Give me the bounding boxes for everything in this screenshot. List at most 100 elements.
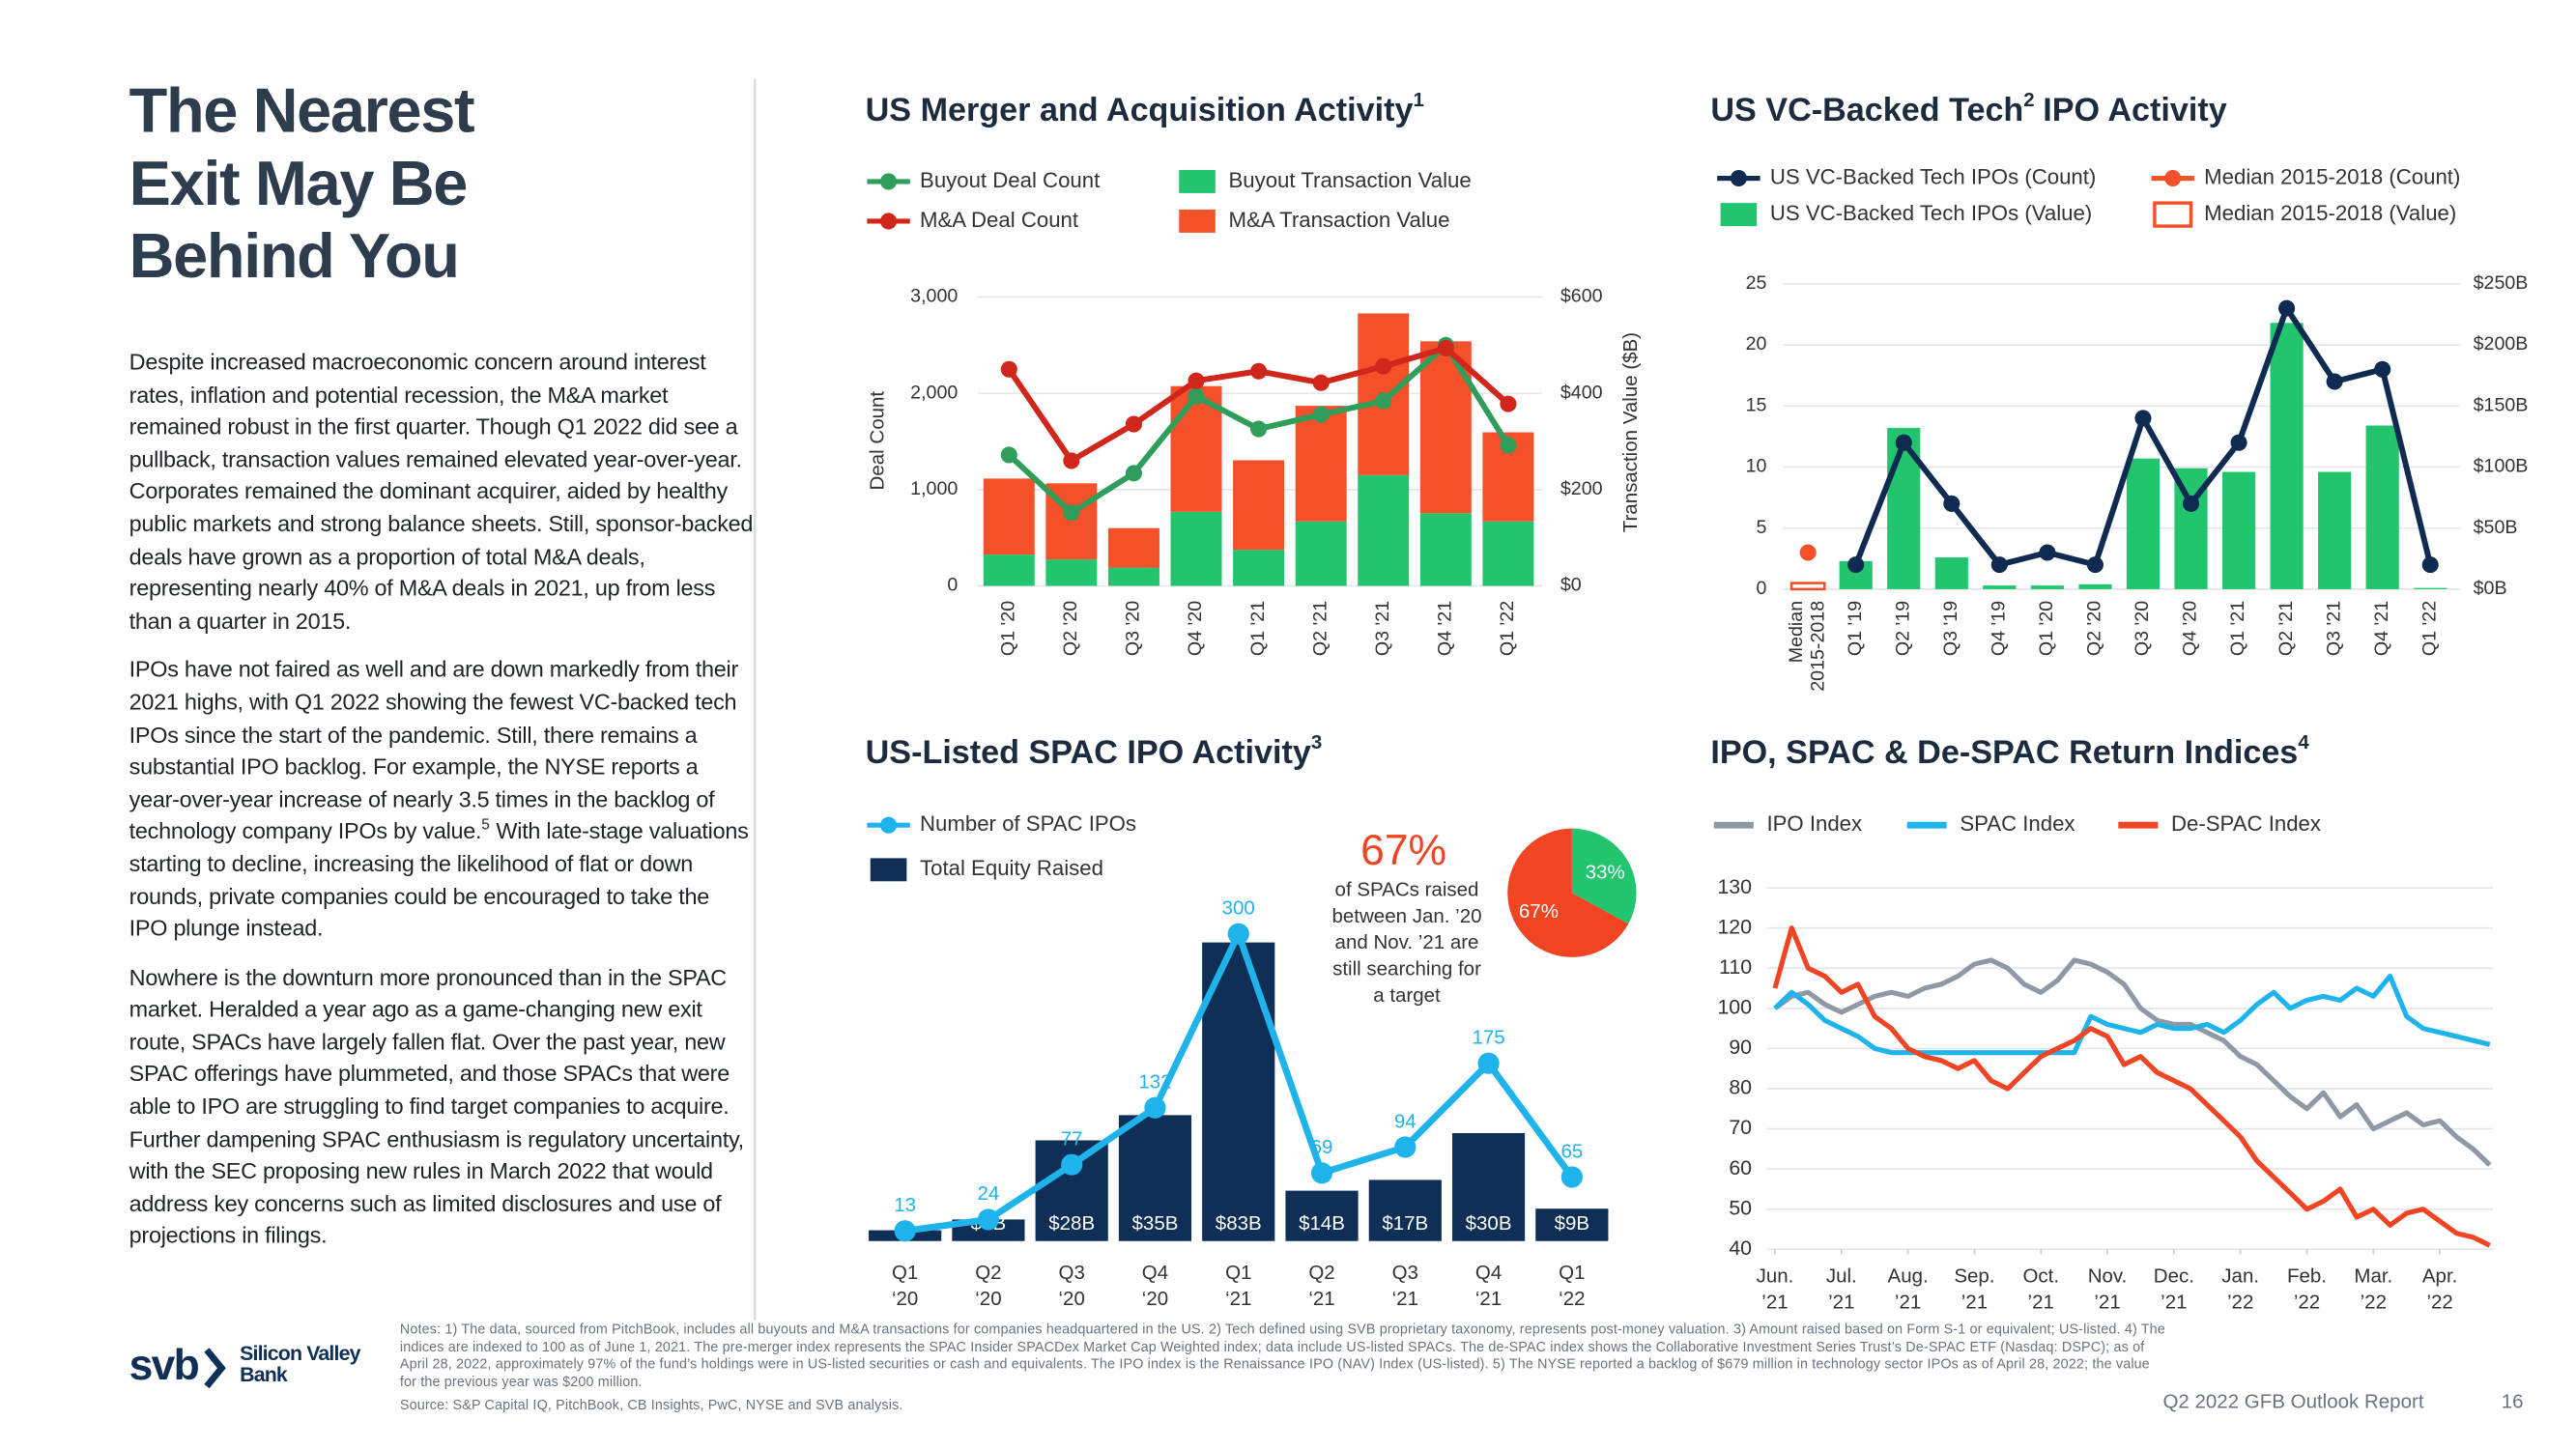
paragraph-text: Despite increased macroeconomic concern … — [129, 350, 754, 634]
x-tick-label: Q3 '20 — [2132, 601, 2153, 656]
y-tick-label: 100 — [1717, 995, 1752, 1018]
line-marker — [1560, 1166, 1583, 1188]
notes-box: Notes: 1) The data, sourced from PitchBo… — [400, 1321, 2165, 1413]
chart-title: US-Listed SPAC IPO Activity3 — [866, 731, 1323, 771]
bar — [1419, 513, 1472, 586]
line-marker — [1125, 415, 1142, 433]
bar — [1170, 511, 1222, 586]
bar — [2078, 583, 2112, 589]
bar — [2318, 471, 2352, 589]
legend-swatch — [870, 858, 907, 882]
chart-title: IPO, SPAC & De-SPAC Return Indices4 — [1710, 731, 2309, 771]
title-text: US Merger and Acquisition Activity — [866, 92, 1414, 128]
title-sup: 4 — [2298, 731, 2309, 753]
title-text: US-Listed SPAC IPO Activity — [866, 734, 1311, 771]
line-marker — [1943, 495, 1961, 512]
paragraph: Nowhere is the downturn more pronounced … — [129, 961, 754, 1252]
point-value-label: 94 — [1394, 1110, 1417, 1132]
x-tick-label: Q1 '22 — [2419, 601, 2440, 656]
x-tick-label: Q1 '19 — [1845, 601, 1866, 656]
legend-label: Number of SPAC IPOs — [920, 811, 1136, 836]
y-tick-label: 110 — [1719, 955, 1752, 979]
body-text: Despite increased macroeconomic concern … — [129, 347, 754, 1253]
bar — [2126, 458, 2161, 589]
line-marker — [1000, 446, 1017, 464]
x-tick-label: Q3 '19 — [1940, 601, 1961, 656]
line-marker — [2086, 556, 2104, 574]
paragraph: Despite increased macroeconomic concern … — [129, 347, 754, 638]
y2-tick-label: $200B — [2474, 333, 2529, 355]
legend-marker — [2164, 169, 2182, 187]
y-tick-label: 2,000 — [910, 382, 958, 403]
bar — [1285, 1190, 1359, 1241]
point-value-label: 300 — [1222, 897, 1255, 920]
paragraphs: Despite increased macroeconomic concern … — [129, 347, 754, 1253]
legend-marker — [880, 213, 898, 230]
x-tick-label: Jul. ’21 — [1826, 1265, 1857, 1314]
title-text: IPO, SPAC & De-SPAC Return Indices — [1710, 734, 2298, 771]
line-marker — [1375, 392, 1392, 410]
line-marker — [894, 1220, 916, 1242]
bar — [1887, 428, 1921, 589]
x-tick-label: Apr. ’22 — [2422, 1265, 2457, 1314]
x-tick-label: Mar. ’22 — [2354, 1265, 2392, 1314]
legend-label: US VC-Backed Tech IPOs (Value) — [1770, 201, 2092, 225]
y2-axis-label: Transaction Value ($B) — [1619, 332, 1642, 532]
y2-tick-label: $400 — [1560, 382, 1603, 403]
legend-label: De-SPAC Index — [2171, 811, 2321, 836]
y-tick-label: 0 — [1757, 578, 1767, 599]
bar — [1202, 942, 1275, 1241]
title-sup: 1 — [1413, 89, 1423, 111]
legend-label: M&A Deal Count — [920, 208, 1078, 232]
pie-slice — [1571, 828, 1637, 924]
y2-tick-label: $0B — [2474, 578, 2507, 599]
x-tick-label: Q4 '20 — [1185, 601, 1206, 656]
x-tick-label: Q1 '22 — [1497, 601, 1518, 656]
footnote-ref: 5 — [481, 816, 490, 834]
line-marker — [1250, 420, 1268, 438]
title-sup: 3 — [1311, 731, 1322, 753]
line-marker — [1063, 504, 1080, 522]
bar — [1358, 474, 1410, 586]
chart-title: US Merger and Acquisition Activity1 — [866, 89, 1424, 128]
bar-value-label: $17B — [1382, 1212, 1428, 1235]
line-marker — [1437, 339, 1454, 356]
line-marker — [1188, 372, 1205, 389]
bar — [1233, 550, 1285, 586]
line-marker — [1500, 395, 1517, 412]
x-tick-label: Q2 '21 — [1309, 601, 1331, 656]
legend-marker — [1730, 169, 1747, 187]
point-value-label: 24 — [978, 1182, 1000, 1205]
paragraph-text: With late-stage valuations starting to d… — [129, 818, 749, 941]
x-tick-label: Q2 '21 — [2275, 601, 2297, 656]
x-tick-label: Aug. ’21 — [1888, 1265, 1929, 1314]
bar — [2414, 587, 2447, 589]
bar-value-label: $9B — [1555, 1212, 1589, 1235]
x-tick-label: Q1 ‘21 — [1225, 1262, 1251, 1310]
legend-label: Total Equity Raised — [920, 856, 1103, 880]
bar — [1295, 521, 1347, 586]
chart-title: US VC-Backed Tech2 IPO Activity — [1710, 89, 2226, 128]
y-tick-label: 1,000 — [910, 478, 958, 499]
bar — [1983, 585, 2017, 589]
y-tick-label: 5 — [1757, 517, 1767, 538]
bar — [2270, 323, 2304, 589]
y2-tick-label: $150B — [2474, 394, 2529, 415]
bar — [1368, 1179, 1442, 1241]
y2-tick-label: $600 — [1560, 286, 1603, 307]
x-tick-label: Nov. ’21 — [2088, 1265, 2128, 1314]
line-marker — [2230, 434, 2247, 451]
y-tick-label: 3,000 — [910, 286, 958, 307]
pie-slice — [1507, 828, 1629, 957]
y-tick-label: 60 — [1729, 1156, 1752, 1179]
legend-label: Buyout Transaction Value — [1228, 168, 1471, 192]
line-marker — [2134, 410, 2152, 427]
y2-tick-label: $100B — [2474, 456, 2529, 477]
bar-value-label: $83B — [1216, 1212, 1262, 1235]
x-tick-label: Feb. ’22 — [2287, 1265, 2327, 1314]
x-tick-label: Q3 '21 — [2323, 601, 2344, 656]
point-value-label: 175 — [1472, 1026, 1504, 1048]
legend-label: SPAC Index — [1960, 811, 2075, 836]
pie-label: 33% — [1586, 861, 1625, 883]
